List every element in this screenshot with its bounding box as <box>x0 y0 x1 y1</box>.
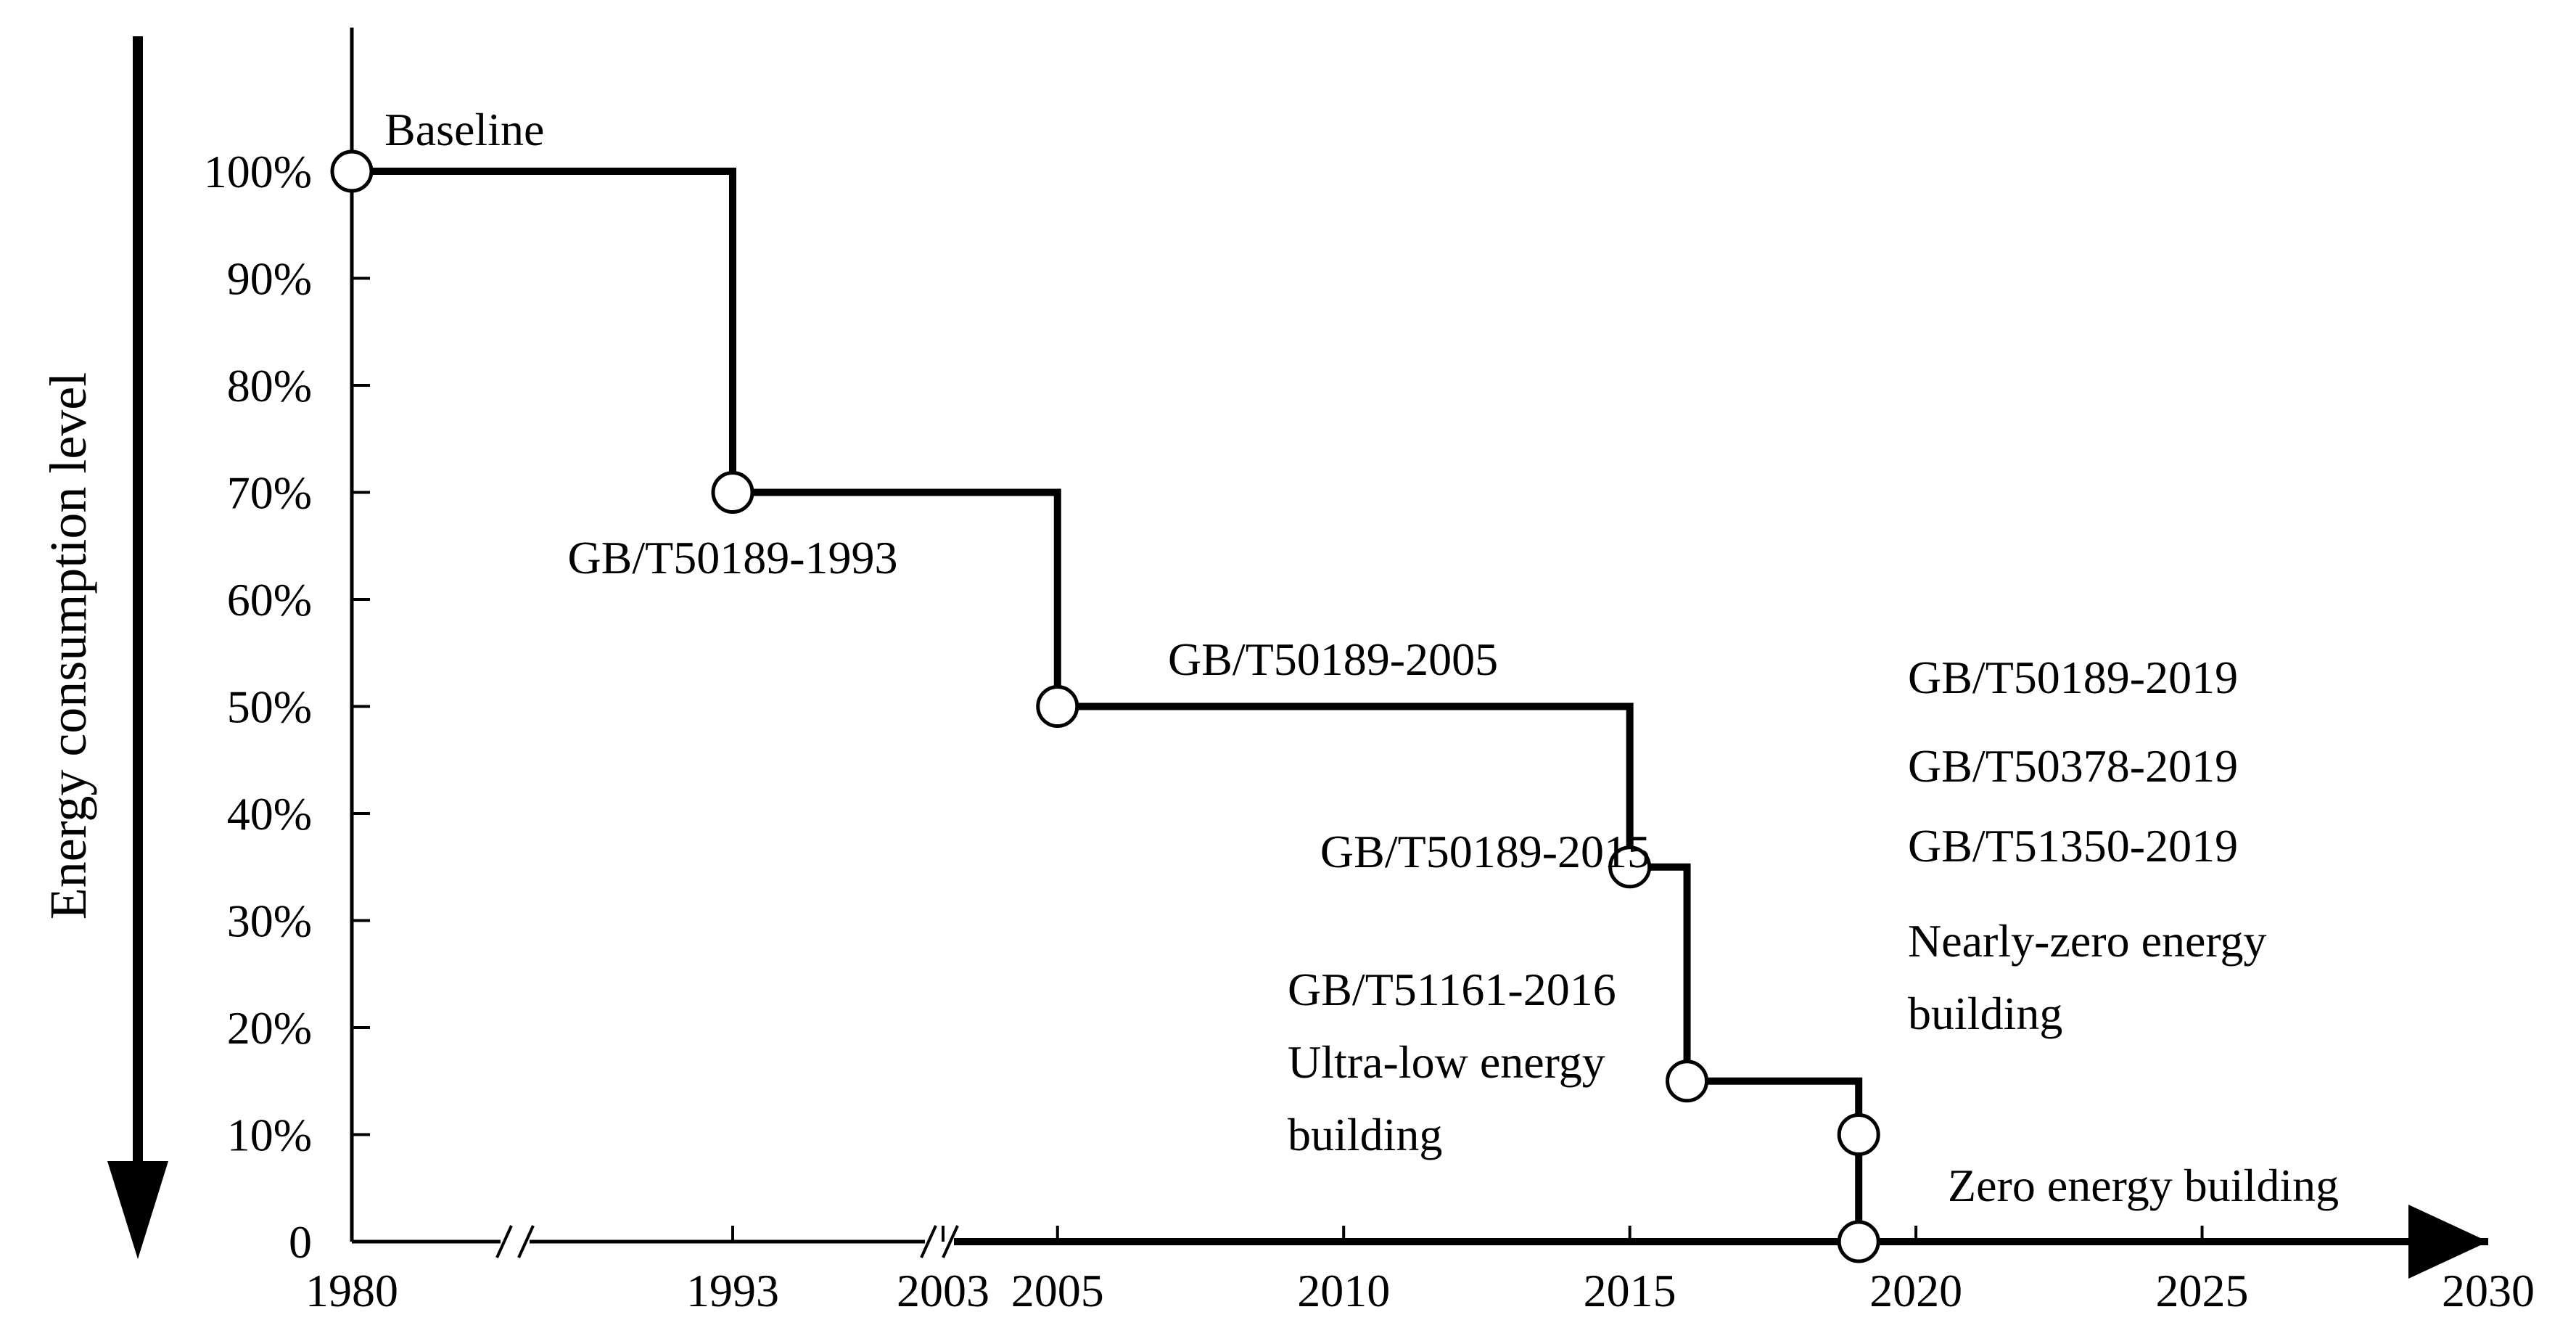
annotation: Baseline <box>384 104 544 155</box>
data-point-marker <box>1036 685 1079 728</box>
annotation-line: Ultra-low energy <box>1288 1036 1605 1088</box>
y-tick-label: 90% <box>227 253 312 305</box>
x-axis-ticks: 1980 1993 2003 2005 2010 2015 2020 2025 2030 <box>305 1226 2535 1316</box>
x-tick-label: 2003 <box>897 1265 989 1316</box>
annotation-line: GB/T51161-2016 <box>1288 964 1616 1015</box>
y-axis-ticks: 0 10% 20% 30% 40% 50% 60% 70% 80% 90% 100% <box>204 146 370 1268</box>
axis-break-icon <box>920 1225 959 1258</box>
y-tick-label: 20% <box>227 1002 312 1054</box>
annotation-line: Baseline <box>384 104 544 155</box>
y-tick-label: 80% <box>227 360 312 411</box>
x-tick-label: 2010 <box>1297 1265 1390 1316</box>
annotation: GB/T50189-1993 <box>567 532 897 583</box>
x-tick-label: 2030 <box>2442 1265 2535 1316</box>
y-tick-label: 30% <box>227 895 312 947</box>
annotation-line: GB/T50189-2019 <box>1908 652 2238 703</box>
x-tick-label: 1980 <box>305 1265 398 1316</box>
annotation-line: GB/T50378-2019 <box>1908 740 2238 792</box>
annotation-line: GB/T51350-2019 <box>1908 820 2238 872</box>
marker-layer <box>330 149 1880 1263</box>
y-tick-label: 40% <box>227 788 312 840</box>
x-tick-label: 2015 <box>1584 1265 1676 1316</box>
annotation-line: Zero energy building <box>1948 1160 2339 1211</box>
annotation-line: GB/T50189-2015 <box>1320 826 1650 877</box>
annotation: GB/T51161-2016 Ultra-low energy building <box>1288 964 1616 1160</box>
y-tick-label: 0 <box>289 1216 312 1268</box>
annotation: GB/T50189-2019 GB/T50378-2019 GB/T51350-20… <box>1908 652 2267 1039</box>
annotation: Zero energy building <box>1948 1160 2339 1211</box>
y-tick-label: 100% <box>204 146 312 197</box>
data-point-marker <box>1608 845 1652 889</box>
annotation-line: Nearly-zero energy <box>1908 915 2267 967</box>
annotation: GB/T50189-2015 <box>1320 826 1650 877</box>
y-tick-label: 70% <box>227 467 312 519</box>
y-tick-label: 50% <box>227 681 312 733</box>
annotation-layer: Baseline GB/T50189-1993 GB/T50189-2005 GB/T… <box>384 104 2339 1211</box>
x-tick-label: 2025 <box>2156 1265 2249 1316</box>
y-axis-title: Energy consumption level <box>39 372 97 920</box>
x-tick-label: 1993 <box>686 1265 779 1316</box>
annotation-line: building <box>1288 1109 1442 1160</box>
series-layer <box>352 168 2488 1245</box>
x-tick-label: 2020 <box>1869 1265 1962 1316</box>
annotation-line: GB/T50189-2005 <box>1168 634 1498 685</box>
data-point-marker <box>330 149 374 193</box>
axis-break-icon <box>495 1225 535 1258</box>
data-point-marker <box>1666 1059 1709 1103</box>
data-point-marker <box>711 471 754 514</box>
annotation-line: GB/T50189-1993 <box>567 532 897 583</box>
data-point-marker <box>1837 1220 1880 1263</box>
y-tick-label: 10% <box>227 1110 312 1161</box>
y-axis-arrow <box>107 36 168 1259</box>
step-series-line <box>352 168 2488 1245</box>
data-point-marker <box>1837 1113 1880 1156</box>
x-tick-label: 2005 <box>1011 1265 1104 1316</box>
annotation: GB/T50189-2005 <box>1168 634 1498 685</box>
annotation-line: building <box>1908 988 2062 1039</box>
y-tick-label: 60% <box>227 574 312 626</box>
